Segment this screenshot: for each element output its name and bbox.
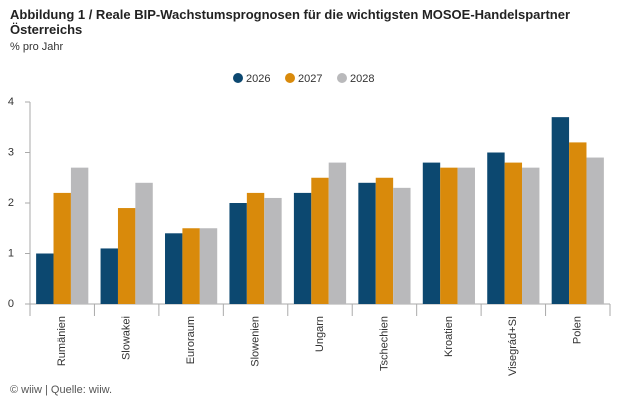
bar [375, 177, 394, 304]
legend-label: 2027 [298, 73, 322, 85]
legend-label: 2026 [246, 73, 270, 85]
chart-subtitle: % pro Jahr [10, 41, 64, 53]
bar [165, 233, 183, 304]
bar [586, 157, 604, 304]
bar [229, 203, 247, 304]
x-tick-label: Visegrád+SI [507, 316, 519, 376]
bar [182, 228, 200, 304]
x-tick-label: Kroatien [443, 316, 455, 357]
legend-marker [285, 73, 295, 83]
x-tick-label: Tschechien [378, 316, 390, 371]
x-tick-label: Rumänien [56, 316, 68, 366]
chart-title: Abbildung 1 / Reale BIP-Wachstumsprognos… [10, 7, 571, 37]
x-tick-label: Ungarn [314, 316, 326, 352]
bar [440, 167, 458, 304]
bar [457, 167, 475, 304]
legend-marker [233, 73, 243, 83]
bar [293, 192, 312, 304]
bar [246, 192, 265, 304]
bar [264, 197, 282, 304]
y-tick-label: 3 [8, 146, 14, 158]
bar [487, 152, 505, 304]
bar [199, 228, 218, 304]
x-tick-label: Polen [572, 316, 584, 344]
bar [393, 187, 411, 304]
legend-marker [337, 73, 347, 83]
bar [311, 177, 329, 304]
chart: 2026 2027 2028 0 1 2 3 4 Rumänien Slowakei Eurorau… [8, 73, 611, 376]
x-tick-label: Euroraum [185, 316, 197, 364]
bar [569, 142, 587, 304]
bar [422, 162, 441, 304]
bar [117, 208, 136, 304]
bar [100, 248, 118, 304]
legend-label: 2028 [350, 73, 374, 85]
y-tick-label: 1 [8, 247, 14, 259]
x-tick-label: Slowakei [121, 316, 133, 360]
y-tick-label: 4 [8, 96, 14, 108]
y-tick-label: 0 [8, 298, 14, 310]
bar [36, 253, 54, 304]
chart-footer: © wiiw | Quelle: wiiw. [10, 384, 113, 396]
bar [551, 117, 570, 305]
bar [135, 182, 153, 304]
bar [70, 167, 89, 304]
bar [53, 192, 71, 304]
bar [522, 167, 540, 304]
y-tick-label: 2 [8, 197, 14, 209]
bar [504, 162, 523, 304]
x-tick-label: Slowenien [249, 316, 261, 367]
bar [358, 182, 376, 304]
bar [328, 162, 347, 304]
